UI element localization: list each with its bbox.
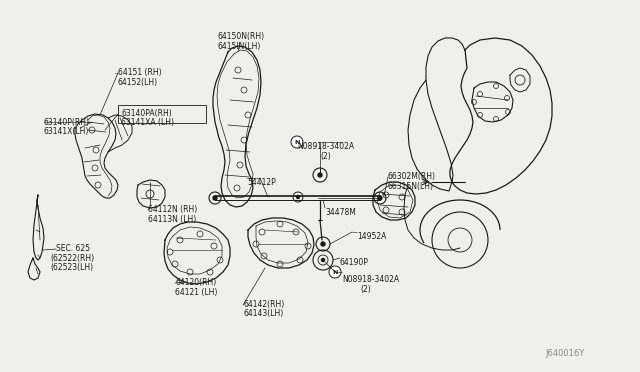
Text: (62522(RH): (62522(RH) [50,254,94,263]
Text: J640016Y: J640016Y [546,349,585,358]
Circle shape [291,136,303,148]
Text: SEC. 625: SEC. 625 [56,244,90,253]
Circle shape [329,266,341,278]
Text: 64113N (LH): 64113N (LH) [148,215,196,224]
Circle shape [296,196,300,199]
Text: N08918-3402A: N08918-3402A [342,275,399,284]
Text: 64190P: 64190P [340,258,369,267]
Text: 66315N(LH): 66315N(LH) [388,182,434,191]
Text: (2): (2) [360,285,371,294]
Text: 64112N (RH): 64112N (RH) [148,205,197,214]
Text: 6415IN(LH): 6415IN(LH) [218,42,261,51]
Text: 64143(LH): 64143(LH) [243,309,284,318]
Text: 66302M(RH): 66302M(RH) [388,172,436,181]
Text: (2): (2) [320,152,331,161]
Text: 63141X(LH): 63141X(LH) [44,127,90,136]
Circle shape [318,173,322,177]
Text: N08918-3402A: N08918-3402A [297,142,354,151]
Text: N: N [332,269,338,275]
Text: 54412P: 54412P [247,178,276,187]
Text: (62523(LH): (62523(LH) [50,263,93,272]
Text: 64120(RH): 64120(RH) [175,278,216,287]
Text: 64152(LH): 64152(LH) [118,78,158,87]
Bar [118,105,206,123]
Text: 63141XA (LH): 63141XA (LH) [121,118,174,127]
Circle shape [321,259,324,262]
Text: 34478M: 34478M [325,208,356,217]
Text: 14952A: 14952A [357,232,387,241]
Text: 64150N(RH): 64150N(RH) [218,32,265,41]
Text: 64142(RH): 64142(RH) [243,300,284,309]
Text: N: N [294,140,300,144]
Circle shape [378,196,382,200]
Circle shape [321,242,325,246]
Text: 64151 (RH): 64151 (RH) [118,68,162,77]
Text: 63140PA(RH): 63140PA(RH) [121,109,172,118]
Text: 64121 (LH): 64121 (LH) [175,288,218,297]
Circle shape [213,196,217,200]
Text: 63140P(RH): 63140P(RH) [44,118,90,127]
